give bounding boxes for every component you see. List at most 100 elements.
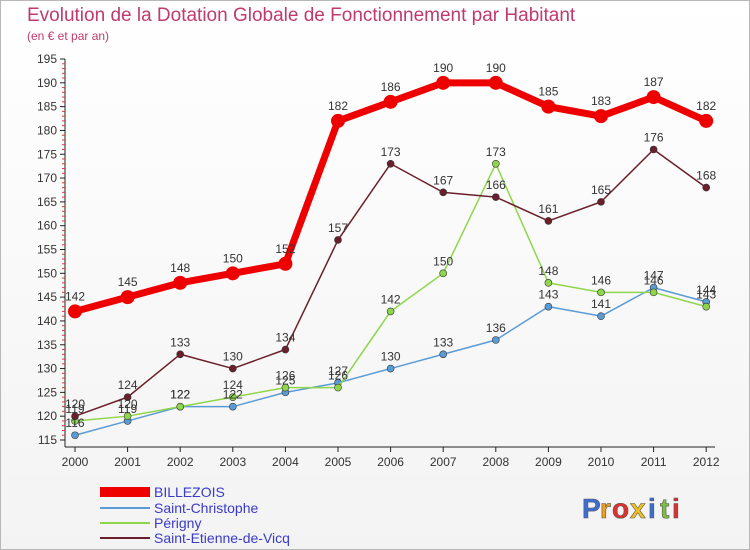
data-label: 150 (223, 251, 243, 265)
y-tick-label: 150 (37, 266, 57, 280)
data-label: 148 (170, 261, 190, 275)
y-tick-label: 125 (37, 385, 57, 399)
y-tick-label: 180 (37, 123, 57, 137)
x-tick-label: 2010 (588, 455, 615, 469)
legend-label[interactable]: BILLEZOIS (154, 484, 225, 500)
data-label: 124 (118, 378, 138, 392)
y-tick-label: 155 (37, 243, 57, 257)
data-label: 120 (65, 397, 85, 411)
data-point (331, 113, 345, 128)
data-point (281, 345, 290, 354)
data-point (699, 113, 714, 128)
data-point (702, 302, 711, 311)
data-point (386, 159, 395, 168)
legend-label[interactable]: Périgny (154, 515, 201, 531)
data-point (702, 183, 711, 192)
data-label: 119 (118, 402, 137, 416)
data-point (488, 75, 503, 90)
y-tick-label: 135 (37, 338, 57, 352)
legend-label[interactable]: Saint-Etienne-de-Vicq (154, 530, 290, 546)
data-label: 141 (591, 297, 611, 311)
x-tick-label: 2009 (535, 455, 562, 469)
data-label: 147 (644, 269, 664, 283)
data-label: 124 (223, 378, 243, 392)
data-label: 165 (591, 183, 611, 197)
y-tick-label: 190 (37, 76, 57, 90)
data-label: 122 (170, 388, 190, 402)
series-layer (68, 75, 714, 440)
data-label: 126 (328, 369, 348, 383)
data-point (123, 393, 132, 401)
data-label: 142 (65, 289, 85, 303)
data-point (176, 350, 184, 359)
data-label: 134 (275, 331, 295, 345)
data-label: 152 (275, 242, 295, 256)
y-tick-label: 140 (37, 314, 57, 328)
data-point (491, 159, 500, 168)
data-point (225, 266, 240, 281)
x-tick-label: 2012 (693, 455, 720, 469)
axes: 115 120 125 130 135 140 145 150 155 160 165 170 175 1… (37, 52, 720, 469)
x-tick-label: 2005 (325, 455, 352, 469)
logo-letter: x (630, 493, 646, 524)
y-tick-label: 175 (37, 147, 57, 161)
data-point (649, 288, 658, 297)
data-label: 190 (433, 61, 453, 75)
y-tick-label: 130 (37, 362, 57, 376)
data-label: 120 (118, 397, 138, 411)
data-label: 168 (696, 169, 716, 183)
x-tick-label: 2001 (114, 455, 141, 469)
data-label: 166 (486, 178, 506, 192)
data-label: 122 (170, 388, 190, 402)
data-point (439, 350, 448, 359)
data-label: 122 (223, 388, 243, 402)
data-label: 148 (538, 264, 558, 278)
data-point (176, 402, 184, 411)
data-label: 136 (486, 321, 506, 335)
data-point (229, 393, 237, 401)
data-label: 176 (644, 130, 664, 144)
data-label: 173 (486, 145, 506, 159)
y-tick-label: 115 (38, 433, 57, 447)
data-label: 146 (591, 273, 611, 287)
data-label: 173 (381, 145, 401, 159)
legend[interactable]: BILLEZOISSaint-ChristophePérignySaint-Et… (100, 484, 290, 546)
chart-subtitle: (en € et par an) (27, 29, 109, 43)
data-point (229, 364, 237, 373)
x-tick-label: 2002 (167, 455, 194, 469)
data-label: 133 (433, 335, 453, 349)
data-label: 182 (328, 99, 348, 113)
data-label: 143 (538, 288, 558, 302)
data-label: 143 (696, 288, 716, 302)
data-point (491, 336, 500, 344)
data-label: 185 (538, 85, 558, 99)
data-label: 130 (223, 350, 243, 364)
legend-label[interactable]: Saint-Christophe (154, 500, 258, 516)
data-label: 182 (696, 99, 716, 113)
data-label: 161 (538, 202, 558, 216)
y-tick-label: 120 (37, 409, 57, 423)
x-tick-label: 2011 (641, 455, 667, 469)
data-point (281, 383, 290, 392)
data-point (544, 217, 553, 225)
data-point (439, 188, 448, 197)
data-point (68, 304, 82, 319)
data-point (436, 75, 451, 90)
y-tick-label: 185 (37, 100, 57, 114)
logo-letter: P (582, 493, 601, 524)
logo-letter: o (612, 493, 629, 524)
data-point (334, 236, 342, 244)
data-label: 133 (170, 335, 190, 349)
data-point (71, 412, 79, 420)
logo-letter: i (672, 493, 680, 524)
data-label: 125 (275, 373, 295, 387)
x-tick-label: 2003 (219, 455, 246, 469)
x-tick-label: 2007 (430, 455, 457, 469)
x-tick-label: 2000 (62, 455, 89, 469)
y-tick-label: 160 (37, 219, 57, 233)
data-point (544, 279, 553, 287)
